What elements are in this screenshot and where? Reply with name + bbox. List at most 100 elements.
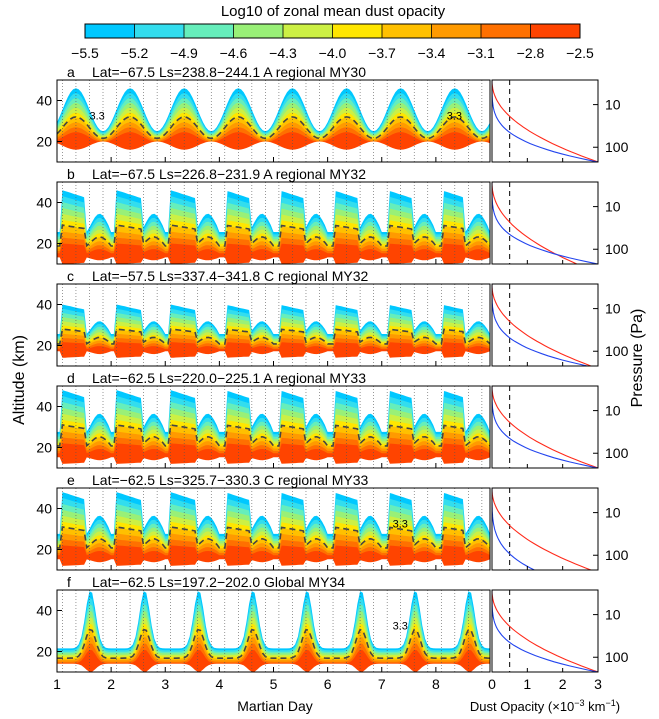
panel-a-floor [57, 141, 490, 162]
panel-f-ytick-label: 40 [36, 603, 52, 619]
x-label-dust-opacity-text: Dust Opacity (×10 [470, 699, 574, 714]
panel-e-ptick-label: 100 [605, 547, 629, 563]
panel-a-contour-dashed [57, 116, 490, 140]
panel-e-letter: e [67, 472, 75, 488]
panel-f-title: Lat=−62.5 Ls=197.2−202.0 Global MY34 [92, 574, 345, 590]
x-tick-label: 4 [215, 676, 223, 692]
panel-b: b Lat=−67.5 Ls=226.8−231.9 A regional MY3… [36, 166, 629, 265]
panel-e-profile-blue [492, 488, 535, 570]
panel-d-profile-red [492, 386, 598, 468]
colorbar-tick-label: −3.1 [467, 45, 495, 61]
colorbar-swatch-7 [431, 24, 482, 38]
panel-e-ptick-label: 10 [605, 505, 621, 521]
panel-c-ptick-label: 100 [605, 343, 629, 359]
panel-a: 3.3 3.3 a Lat=−67.5 Ls=238.8−244.1 A region… [36, 64, 629, 163]
profile-x-tick-label: 3 [594, 676, 602, 692]
panel-e-ytick-label: 40 [36, 501, 52, 517]
panel-e-contour-field [57, 488, 490, 570]
panel-f-ytick-label: 20 [36, 644, 52, 660]
panel-b-contour-dashed [57, 224, 490, 248]
panel-a-contour-label: 3.3 [89, 110, 104, 122]
panel-d-title: Lat=−62.5 Ls=220.0−225.1 A regional MY33 [92, 370, 366, 386]
panel-c-ytick-label: 20 [36, 338, 52, 354]
colorbar-title: Log10 of zonal mean dust opacity [221, 3, 446, 20]
axis-labels: Altitude (km) Pressure (Pa) Martian Day … [11, 309, 646, 714]
panel-f-profile-blue [492, 590, 598, 672]
panel-c-letter: c [67, 268, 74, 284]
panel-a-profile-red [492, 80, 598, 162]
panel-e: 3.3 e Lat=−62.5 Ls=325.7−330.3 C regional … [36, 472, 629, 571]
profile-x-tick-label: 0 [488, 676, 496, 692]
panel-c-contour-dashed [57, 328, 490, 345]
panel-f-contour-field [57, 590, 490, 672]
panel-b-title: Lat=−67.5 Ls=226.8−231.9 A regional MY32 [92, 166, 366, 182]
panel-c-profile-frame [491, 283, 599, 367]
colorbar-tick-label: −2.5 [566, 45, 594, 61]
panel-f-letter: f [67, 574, 71, 590]
x-tick-label: 5 [270, 676, 278, 692]
panel-d-profile-frame [491, 385, 599, 469]
colorbar: Log10 of zonal mean dust opacity −5.5 −5.… [71, 3, 594, 61]
x-axis-label-dust-opacity: Dust Opacity (×10−3 km−1) [470, 698, 620, 714]
panel-b-profile-blue [492, 182, 598, 264]
colorbar-swatch-2 [184, 24, 234, 38]
panel-e-contour-dashed [57, 526, 490, 550]
panel-e-profile-red [492, 488, 592, 570]
panel-c-ytick-label: 40 [36, 297, 52, 313]
colorbar-swatch-0 [85, 24, 135, 38]
panel-d-ytick-label: 40 [36, 399, 52, 415]
panel-b-ytick-label: 20 [36, 236, 52, 252]
colorbar-tick-label: −4.0 [319, 45, 347, 61]
panel-d: d Lat=−62.5 Ls=220.0−225.1 A regional MY3… [36, 370, 629, 469]
panel-b-ptick-label: 10 [605, 199, 621, 215]
panel-c: c Lat=−57.5 Ls=337.4−341.8 C regional MY3… [36, 268, 629, 367]
panel-d-ytick-label: 20 [36, 440, 52, 456]
colorbar-swatch-3 [233, 24, 284, 38]
x-tick-label: 2 [107, 676, 115, 692]
panel-a-contour-label: 3.3 [447, 110, 462, 122]
colorbar-swatch-5 [332, 24, 383, 38]
profile-x-tick-label: 2 [559, 676, 567, 692]
panel-d-contour-dashed [57, 423, 490, 448]
colorbar-swatch-1 [134, 24, 185, 38]
x-label-unit: km [585, 699, 606, 714]
panel-b-letter: b [67, 166, 75, 182]
colorbar-tick-label: −4.9 [170, 45, 198, 61]
panel-e-profile-frame [491, 487, 599, 571]
panel-b-profile-frame [491, 181, 599, 265]
panel-b-profile-red [492, 182, 578, 264]
x-tick-label: 1 [53, 676, 61, 692]
panel-f-contour-label: 3.3 [393, 620, 408, 632]
panel-c-title: Lat=−57.5 Ls=337.4−341.8 C regional MY32 [92, 268, 369, 284]
panel-f-contour-dashed [57, 628, 490, 659]
panel-c-profile-blue [492, 284, 588, 366]
panel-b-profile: 10 100 [491, 181, 629, 265]
panel-d-contour-field [57, 386, 490, 468]
panel-f-ptick-label: 100 [605, 649, 629, 665]
panel-f-profile-red [492, 590, 598, 672]
panel-a-ytick-label: 20 [36, 134, 52, 150]
panel-d-letter: d [67, 370, 75, 386]
x-label-exp: −3 [574, 698, 584, 708]
panel-a-contour-field [57, 80, 490, 162]
panel-b-ptick-label: 100 [605, 241, 629, 257]
colorbar-tick-label: −5.2 [121, 45, 149, 61]
panel-d-ptick-label: 100 [605, 445, 629, 461]
colorbar-tick-label: −5.5 [71, 45, 99, 61]
x-label-unit-exp: −1 [606, 698, 616, 708]
panel-b-ytick-label: 40 [36, 195, 52, 211]
panel-c-contour-field [57, 284, 490, 366]
colorbar-tick-label: −2.8 [517, 45, 545, 61]
x-tick-label: 8 [432, 676, 440, 692]
panel-d-profile: 10 100 [491, 385, 629, 469]
panel-a-profile-blue [492, 80, 598, 162]
panel-f-profile-frame [491, 589, 599, 673]
x-tick-label: 7 [378, 676, 386, 692]
profile-x-tick-label: 1 [523, 676, 531, 692]
panel-d-ptick-label: 10 [605, 403, 621, 419]
panel-a-letter: a [67, 64, 75, 80]
colorbar-swatch-8 [481, 24, 531, 38]
colorbar-ticks: −5.5 −5.2 −4.9 −4.6 −4.3 −4.0 −3.7 −3.4 −3.1 −2.8… [71, 24, 594, 61]
colorbar-swatch-4 [283, 24, 333, 38]
